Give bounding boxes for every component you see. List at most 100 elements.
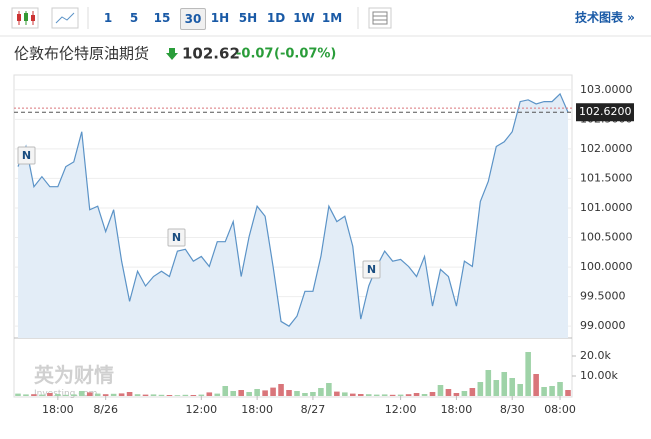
volume-bar [198, 394, 205, 396]
volume-bar [397, 394, 404, 396]
volume-bar [445, 389, 452, 396]
interval-button[interactable]: 5 [129, 11, 139, 25]
instrument-name: 伦敦布伦特原油期货 [14, 45, 149, 63]
news-marker[interactable] [167, 228, 186, 247]
x-tick-label: 18:00 [441, 403, 473, 416]
interval-button[interactable]: 5H [238, 11, 258, 25]
interval-button[interactable]: 1H [210, 11, 230, 25]
volume-bar [533, 374, 539, 396]
area [17, 93, 569, 339]
interval-button[interactable]: 1W [293, 11, 315, 25]
change-pct: (-0.07%) [274, 47, 336, 62]
x-tick-label: 08:00 [544, 403, 576, 416]
volume-bar [15, 393, 21, 396]
tech-chart-link[interactable]: 技术图表 » [575, 10, 635, 25]
y-tick-label: 103.0000 [580, 83, 633, 96]
volume-bar [166, 395, 173, 396]
volume-bar [222, 386, 229, 396]
volume-bar [134, 394, 141, 396]
news-marker[interactable] [362, 260, 381, 279]
volume-bar [421, 394, 428, 396]
toolbar-icons [0, 7, 651, 37]
last-price-label: 102.6200 [579, 105, 632, 118]
x-tick-label: 8/27 [301, 403, 326, 416]
volume-bar [565, 390, 571, 396]
volume-bar [246, 392, 252, 396]
volume-bar [23, 394, 29, 396]
volume-bar [230, 391, 237, 396]
volume-bar [334, 391, 340, 396]
volume-bar [214, 393, 221, 396]
volume-bar [70, 394, 77, 396]
volume-bar [174, 395, 181, 396]
volume-bar [254, 389, 260, 396]
x-tick-label: 12:00 [385, 403, 417, 416]
volume-bar [126, 392, 133, 396]
y-tick-label: 100.5000 [580, 231, 633, 244]
plot-frame [13, 74, 573, 398]
price-line [17, 92, 569, 327]
volume-bar [190, 395, 197, 396]
y-tick-label: 101.5000 [580, 171, 633, 184]
interval-button[interactable]: 1D [266, 11, 286, 25]
y-tick-label: 102.0000 [580, 142, 633, 155]
y2-tick-label: 20.0k [580, 349, 611, 362]
x-tick-label: 8/30 [500, 403, 525, 416]
volume-bar [493, 380, 500, 396]
volume-bar [318, 388, 324, 396]
x-tick-label: 12:00 [185, 403, 217, 416]
y-tick-label: 99.5000 [580, 290, 626, 303]
volume-bar [150, 394, 157, 396]
y-tick-label: 99.0000 [580, 319, 626, 332]
news-marker-label: N [22, 149, 31, 162]
volume-bar [429, 392, 436, 396]
volume-bar [549, 386, 555, 396]
interval-button[interactable]: 30 [180, 8, 206, 30]
volume-bar [31, 394, 37, 396]
table-icon[interactable] [368, 7, 392, 29]
volume-bar [39, 394, 45, 396]
last-price-tag [576, 103, 634, 122]
volume-bar [47, 393, 53, 396]
volume-bar [110, 393, 117, 396]
volume-bar [78, 391, 85, 396]
down-arrow [166, 48, 178, 60]
volume-bar [541, 387, 547, 396]
news-marker-label: N [172, 231, 181, 244]
volume-bar [469, 388, 476, 396]
volume-bar [262, 390, 268, 396]
volume-bar [294, 391, 300, 396]
volume-bar [437, 385, 444, 396]
volume-bar [286, 390, 292, 396]
volume-bar [182, 394, 189, 396]
volume-bar [86, 392, 93, 396]
volume-bar [461, 391, 468, 396]
volume-bar [357, 394, 364, 396]
volume-bar [485, 370, 492, 396]
volume-bar [525, 352, 531, 396]
volume-bar [238, 390, 244, 396]
interval-button[interactable]: 1M [321, 11, 343, 25]
interval-button[interactable]: 1 [103, 11, 113, 25]
volume-bar [501, 372, 508, 396]
interval-button[interactable]: 15 [153, 11, 171, 25]
x-tick-label: 18:00 [42, 403, 74, 416]
volume-bar [413, 393, 420, 396]
volume-bar [381, 394, 388, 396]
volume-bar [453, 393, 460, 396]
x-tick-label: 18:00 [241, 403, 273, 416]
volume-bar [55, 394, 61, 396]
volume-bar [63, 394, 69, 396]
news-marker-label: N [367, 263, 376, 276]
news-marker[interactable] [17, 146, 36, 165]
volume-bar [389, 394, 396, 396]
price: 102.62 [182, 45, 240, 63]
volume-bar [509, 378, 516, 396]
volume-bar [278, 384, 284, 396]
volume-bar [477, 382, 484, 396]
line-icon[interactable] [51, 7, 79, 29]
y2-tick-label: 10.00k [580, 369, 618, 382]
volume-bar [365, 394, 372, 396]
